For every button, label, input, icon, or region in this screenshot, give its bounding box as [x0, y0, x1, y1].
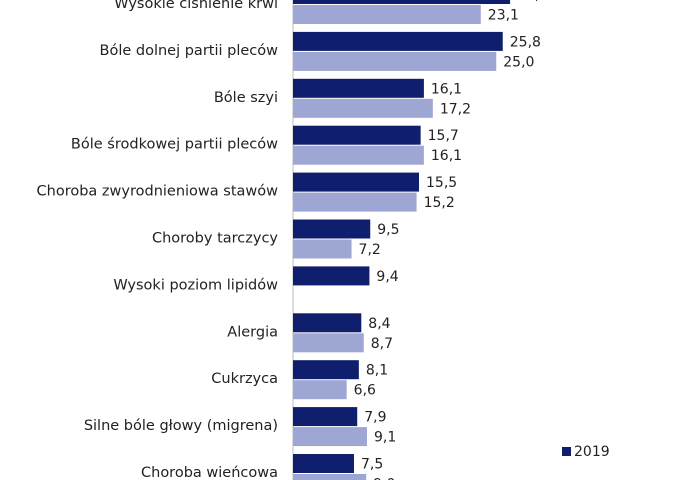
bar	[293, 333, 364, 353]
bar	[293, 313, 362, 333]
value-label: 17,2	[440, 101, 471, 117]
value-label: 15,2	[424, 195, 455, 211]
value-label: 25,0	[503, 54, 534, 70]
category-label: Silne bóle głowy (migrena)	[84, 418, 278, 434]
bar	[293, 427, 367, 447]
bar	[293, 192, 417, 212]
category-label: Wysokie ciśnienie krwi	[114, 0, 278, 12]
value-label: 7,5	[361, 457, 383, 473]
category-label: Alergia	[227, 324, 278, 340]
category-label: Cukrzyca	[211, 371, 278, 387]
bar	[293, 31, 503, 51]
value-label: 8,1	[366, 363, 388, 379]
value-label: 23,1	[488, 8, 519, 24]
value-label: 9,5	[377, 222, 399, 238]
category-label: Choroby tarczycy	[152, 231, 278, 247]
value-label: 16,1	[431, 148, 462, 164]
value-label: 7,9	[364, 410, 386, 426]
bar	[293, 474, 367, 480]
value-label: 15,7	[428, 128, 459, 144]
bar	[293, 0, 511, 4]
category-label: Bóle szyi	[214, 90, 278, 106]
legend-label: 2019	[574, 444, 610, 460]
bar	[293, 145, 424, 165]
category-label: Choroba wieńcowa	[141, 465, 278, 480]
bar	[293, 380, 347, 400]
legend-swatch	[562, 447, 571, 456]
bar	[293, 78, 424, 98]
bar	[293, 239, 352, 259]
bar	[293, 5, 481, 24]
bar	[293, 454, 354, 473]
bar	[293, 266, 370, 286]
value-label: 9,4	[376, 269, 398, 285]
value-label: 6,6	[354, 383, 376, 399]
bar	[293, 172, 420, 192]
value-label: 9,0	[373, 477, 395, 480]
value-label: 16,1	[431, 81, 462, 97]
category-label: Wysoki poziom lipidów	[113, 277, 278, 293]
value-label: 9,1	[374, 430, 396, 446]
bar	[293, 125, 421, 145]
category-label: Bóle dolnej partii pleców	[100, 43, 279, 59]
category-label: Choroba zwyrodnieniowa stawów	[37, 184, 279, 200]
value-label: 26,7	[517, 0, 548, 4]
bar	[293, 98, 433, 118]
bar	[293, 51, 497, 71]
value-label: 8,7	[371, 336, 393, 352]
bar	[293, 360, 359, 380]
value-label: 7,2	[359, 242, 381, 258]
bar	[293, 407, 358, 427]
value-label: 8,4	[368, 316, 390, 332]
category-label: Bóle środkowej partii pleców	[71, 137, 278, 153]
value-label: 25,8	[510, 34, 541, 50]
bar	[293, 219, 371, 239]
value-label: 15,5	[426, 175, 457, 191]
